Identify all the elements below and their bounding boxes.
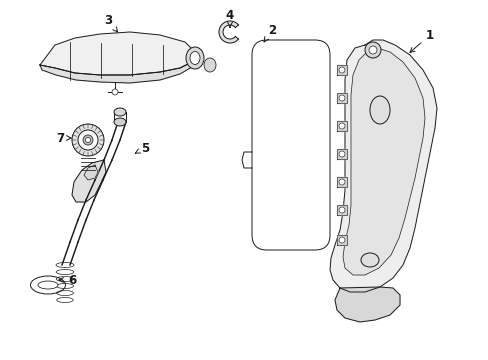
Polygon shape: [342, 48, 424, 275]
Circle shape: [338, 179, 345, 185]
Text: 4: 4: [225, 9, 234, 27]
Ellipse shape: [185, 47, 203, 69]
Circle shape: [112, 89, 118, 95]
Text: 3: 3: [104, 14, 117, 32]
Polygon shape: [40, 62, 192, 83]
Circle shape: [85, 138, 90, 143]
Circle shape: [364, 42, 380, 58]
Polygon shape: [336, 205, 346, 215]
Circle shape: [338, 207, 345, 213]
Ellipse shape: [360, 253, 378, 267]
Circle shape: [338, 67, 345, 73]
Polygon shape: [336, 93, 346, 103]
Polygon shape: [336, 177, 346, 187]
Polygon shape: [334, 287, 399, 322]
Text: 1: 1: [409, 28, 433, 53]
Text: 7: 7: [56, 131, 71, 144]
Ellipse shape: [30, 276, 65, 294]
Polygon shape: [336, 149, 346, 159]
Polygon shape: [40, 32, 195, 75]
Ellipse shape: [114, 118, 126, 126]
Polygon shape: [336, 235, 346, 245]
Circle shape: [368, 46, 376, 54]
Circle shape: [338, 151, 345, 157]
Text: 5: 5: [135, 141, 149, 154]
Ellipse shape: [190, 51, 200, 64]
Circle shape: [72, 124, 104, 156]
Polygon shape: [329, 40, 436, 292]
Circle shape: [78, 130, 98, 150]
Ellipse shape: [203, 58, 216, 72]
Circle shape: [338, 123, 345, 129]
Polygon shape: [336, 121, 346, 131]
Circle shape: [338, 95, 345, 101]
Polygon shape: [84, 165, 98, 180]
Polygon shape: [219, 21, 238, 43]
Ellipse shape: [38, 281, 58, 289]
Polygon shape: [72, 160, 106, 202]
Text: 2: 2: [264, 23, 276, 42]
Text: 6: 6: [59, 274, 76, 287]
Circle shape: [338, 237, 345, 243]
Circle shape: [83, 135, 93, 145]
Ellipse shape: [114, 108, 126, 116]
Ellipse shape: [369, 96, 389, 124]
Polygon shape: [336, 65, 346, 75]
